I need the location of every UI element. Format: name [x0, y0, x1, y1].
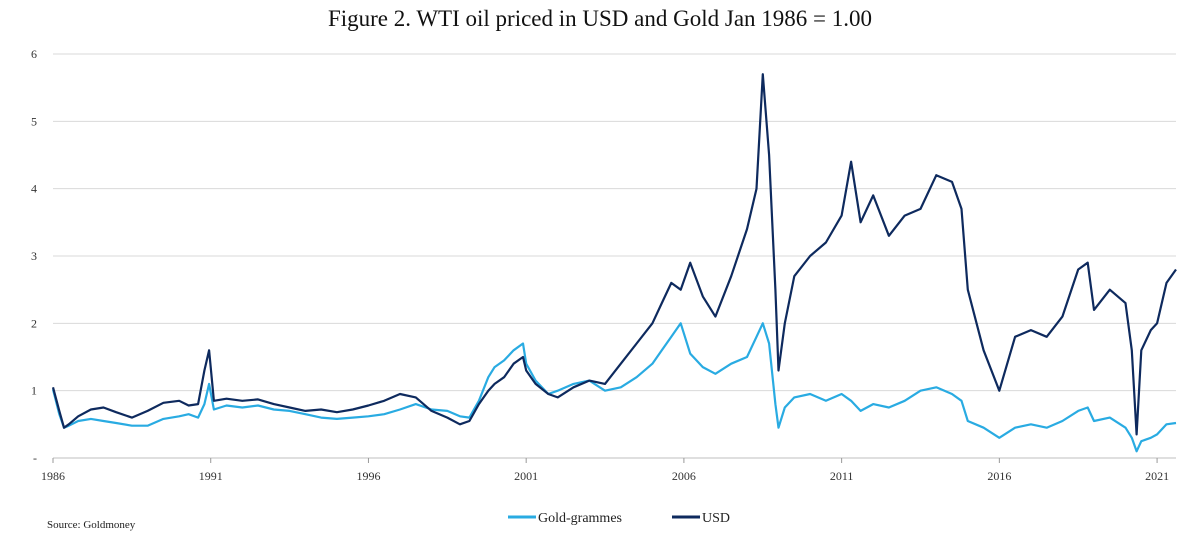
y-tick-label: 1 — [31, 384, 37, 398]
axes: - 1 2 3 4 5 6 1986 1991 1996 2001 2006 2011 2016 2021 — [31, 47, 1176, 483]
series-line-gold-grammes — [51, 322, 1177, 453]
x-tick-label: 1996 — [356, 469, 380, 483]
x-tick-label: 2021 — [1145, 469, 1169, 483]
y-tick-label: 6 — [31, 47, 37, 61]
series-line-usd — [51, 73, 1177, 436]
x-tick-label: 1986 — [41, 469, 65, 483]
chart-title: Figure 2. WTI oil priced in USD and Gold… — [327, 6, 873, 31]
legend: Gold-grammes USD — [508, 511, 730, 526]
y-tick-label: - — [33, 451, 37, 465]
x-tick-label: 1991 — [199, 469, 223, 483]
gridlines — [53, 53, 1176, 392]
y-tick-label: 4 — [31, 182, 37, 196]
y-tick-label: 5 — [31, 114, 37, 128]
y-tick-label: 3 — [31, 249, 37, 263]
legend-label-gold-grammes: Gold-grammes — [538, 511, 622, 526]
x-tick-label: 2011 — [830, 469, 854, 483]
x-tick-label: 2006 — [672, 469, 696, 483]
source-note: Source: Goldmoney — [47, 519, 136, 531]
x-tick-label: 2016 — [987, 469, 1011, 483]
series-lines — [51, 73, 1177, 453]
x-tick-label: 2001 — [514, 469, 538, 483]
legend-label-usd: USD — [702, 511, 730, 526]
y-tick-label: 2 — [31, 316, 37, 330]
